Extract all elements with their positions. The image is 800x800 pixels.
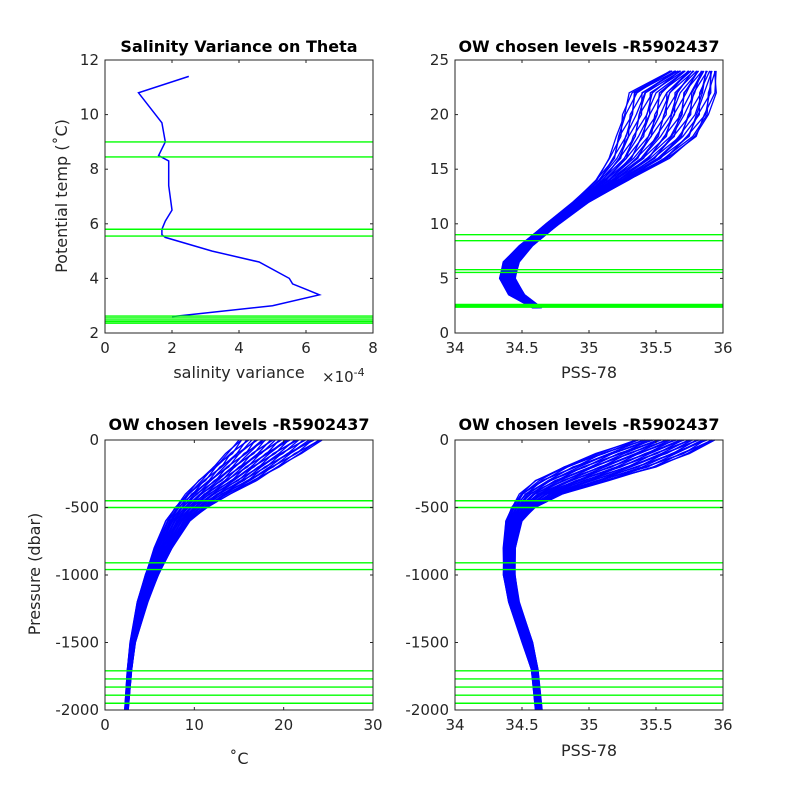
panel4-title: OW chosen levels -R5902437 [458, 415, 719, 434]
panel2-xlabel: PSS-78 [561, 363, 617, 382]
panel2-title: OW chosen levels -R5902437 [458, 37, 719, 56]
y-tick-label: 2 [89, 324, 99, 342]
y-tick-label: -2000 [55, 701, 99, 719]
profile-line [514, 70, 717, 309]
x-tick-label: 34.5 [505, 339, 538, 357]
x-tick-label: 35.5 [639, 339, 672, 357]
profile-bundle [124, 439, 323, 711]
y-tick-label: 4 [89, 269, 99, 287]
panel1-x-exponent: ×10-4 [322, 366, 365, 386]
y-tick-label: -1500 [405, 634, 449, 652]
y-tick-label: 20 [430, 106, 449, 124]
x-tick-label: 34 [445, 339, 464, 357]
y-tick-label: 12 [80, 51, 99, 69]
y-tick-label: 0 [439, 324, 449, 342]
x-tick-label: 10 [185, 716, 204, 734]
panel4-xlabel: PSS-78 [561, 741, 617, 760]
x-tick-label: 2 [167, 339, 177, 357]
x-tick-label: 0 [100, 339, 110, 357]
panel3-title: OW chosen levels -R5902437 [108, 415, 369, 434]
x-tick-label: 0 [100, 716, 110, 734]
x-tick-label: 8 [368, 339, 378, 357]
x-tick-label: 4 [234, 339, 244, 357]
y-tick-label: 15 [430, 160, 449, 178]
profile-line [503, 439, 644, 711]
x-tick-label: 34 [445, 716, 464, 734]
x-tick-label: 34.5 [505, 716, 538, 734]
x-tick-label: 35 [579, 716, 598, 734]
y-tick-label: 0 [89, 431, 99, 449]
y-tick-label: -500 [65, 499, 99, 517]
y-tick-label: 8 [89, 160, 99, 178]
x-tick-label: 35 [579, 339, 598, 357]
series-line [137, 75, 322, 318]
profile-line [503, 439, 646, 711]
x-tick-label: 6 [301, 339, 311, 357]
x-tick-label: 36 [713, 339, 732, 357]
x-tick-label: 35.5 [639, 716, 672, 734]
y-tick-label: -1000 [405, 566, 449, 584]
panel-salinity-pressure: OW chosen levels -R5902437 34 34.5 35 35.5 3… [405, 415, 732, 760]
profile-bundle [502, 439, 716, 711]
panel1-title: Salinity Variance on Theta [120, 37, 357, 56]
profile-bundle [498, 70, 717, 309]
panel3-ylabel: Pressure (dbar) [25, 513, 44, 636]
profile-line [514, 439, 716, 711]
y-tick-label: 0 [439, 431, 449, 449]
y-tick-label: 25 [430, 51, 449, 69]
panel3-xlabel: ˚C [229, 749, 248, 768]
profile-line [127, 439, 323, 711]
y-tick-label: -1000 [55, 566, 99, 584]
x-tick-label: 30 [363, 716, 382, 734]
x-tick-label: 20 [274, 716, 293, 734]
y-tick-label: -500 [415, 499, 449, 517]
y-tick-label: 5 [439, 269, 449, 287]
x-tick-label: 36 [713, 716, 732, 734]
y-tick-label: 10 [430, 215, 449, 233]
panel-temperature-pressure: OW chosen levels -R5902437 0 10 20 30 -2000 -… [25, 415, 383, 768]
panel1-xlabel: salinity variance [173, 363, 304, 382]
panel-salinity-variance: Salinity Variance on Theta 0 2 4 6 824681012… [52, 37, 378, 386]
y-tick-label: -2000 [405, 701, 449, 719]
panel1-ylabel: Potential temp (˚C) [52, 119, 71, 273]
y-tick-label: 6 [89, 215, 99, 233]
panel-salinity-theta: OW chosen levels -R5902437 34 34.5 35 35.5 3… [430, 37, 733, 382]
y-tick-label: -1500 [55, 634, 99, 652]
y-tick-label: 10 [80, 106, 99, 124]
